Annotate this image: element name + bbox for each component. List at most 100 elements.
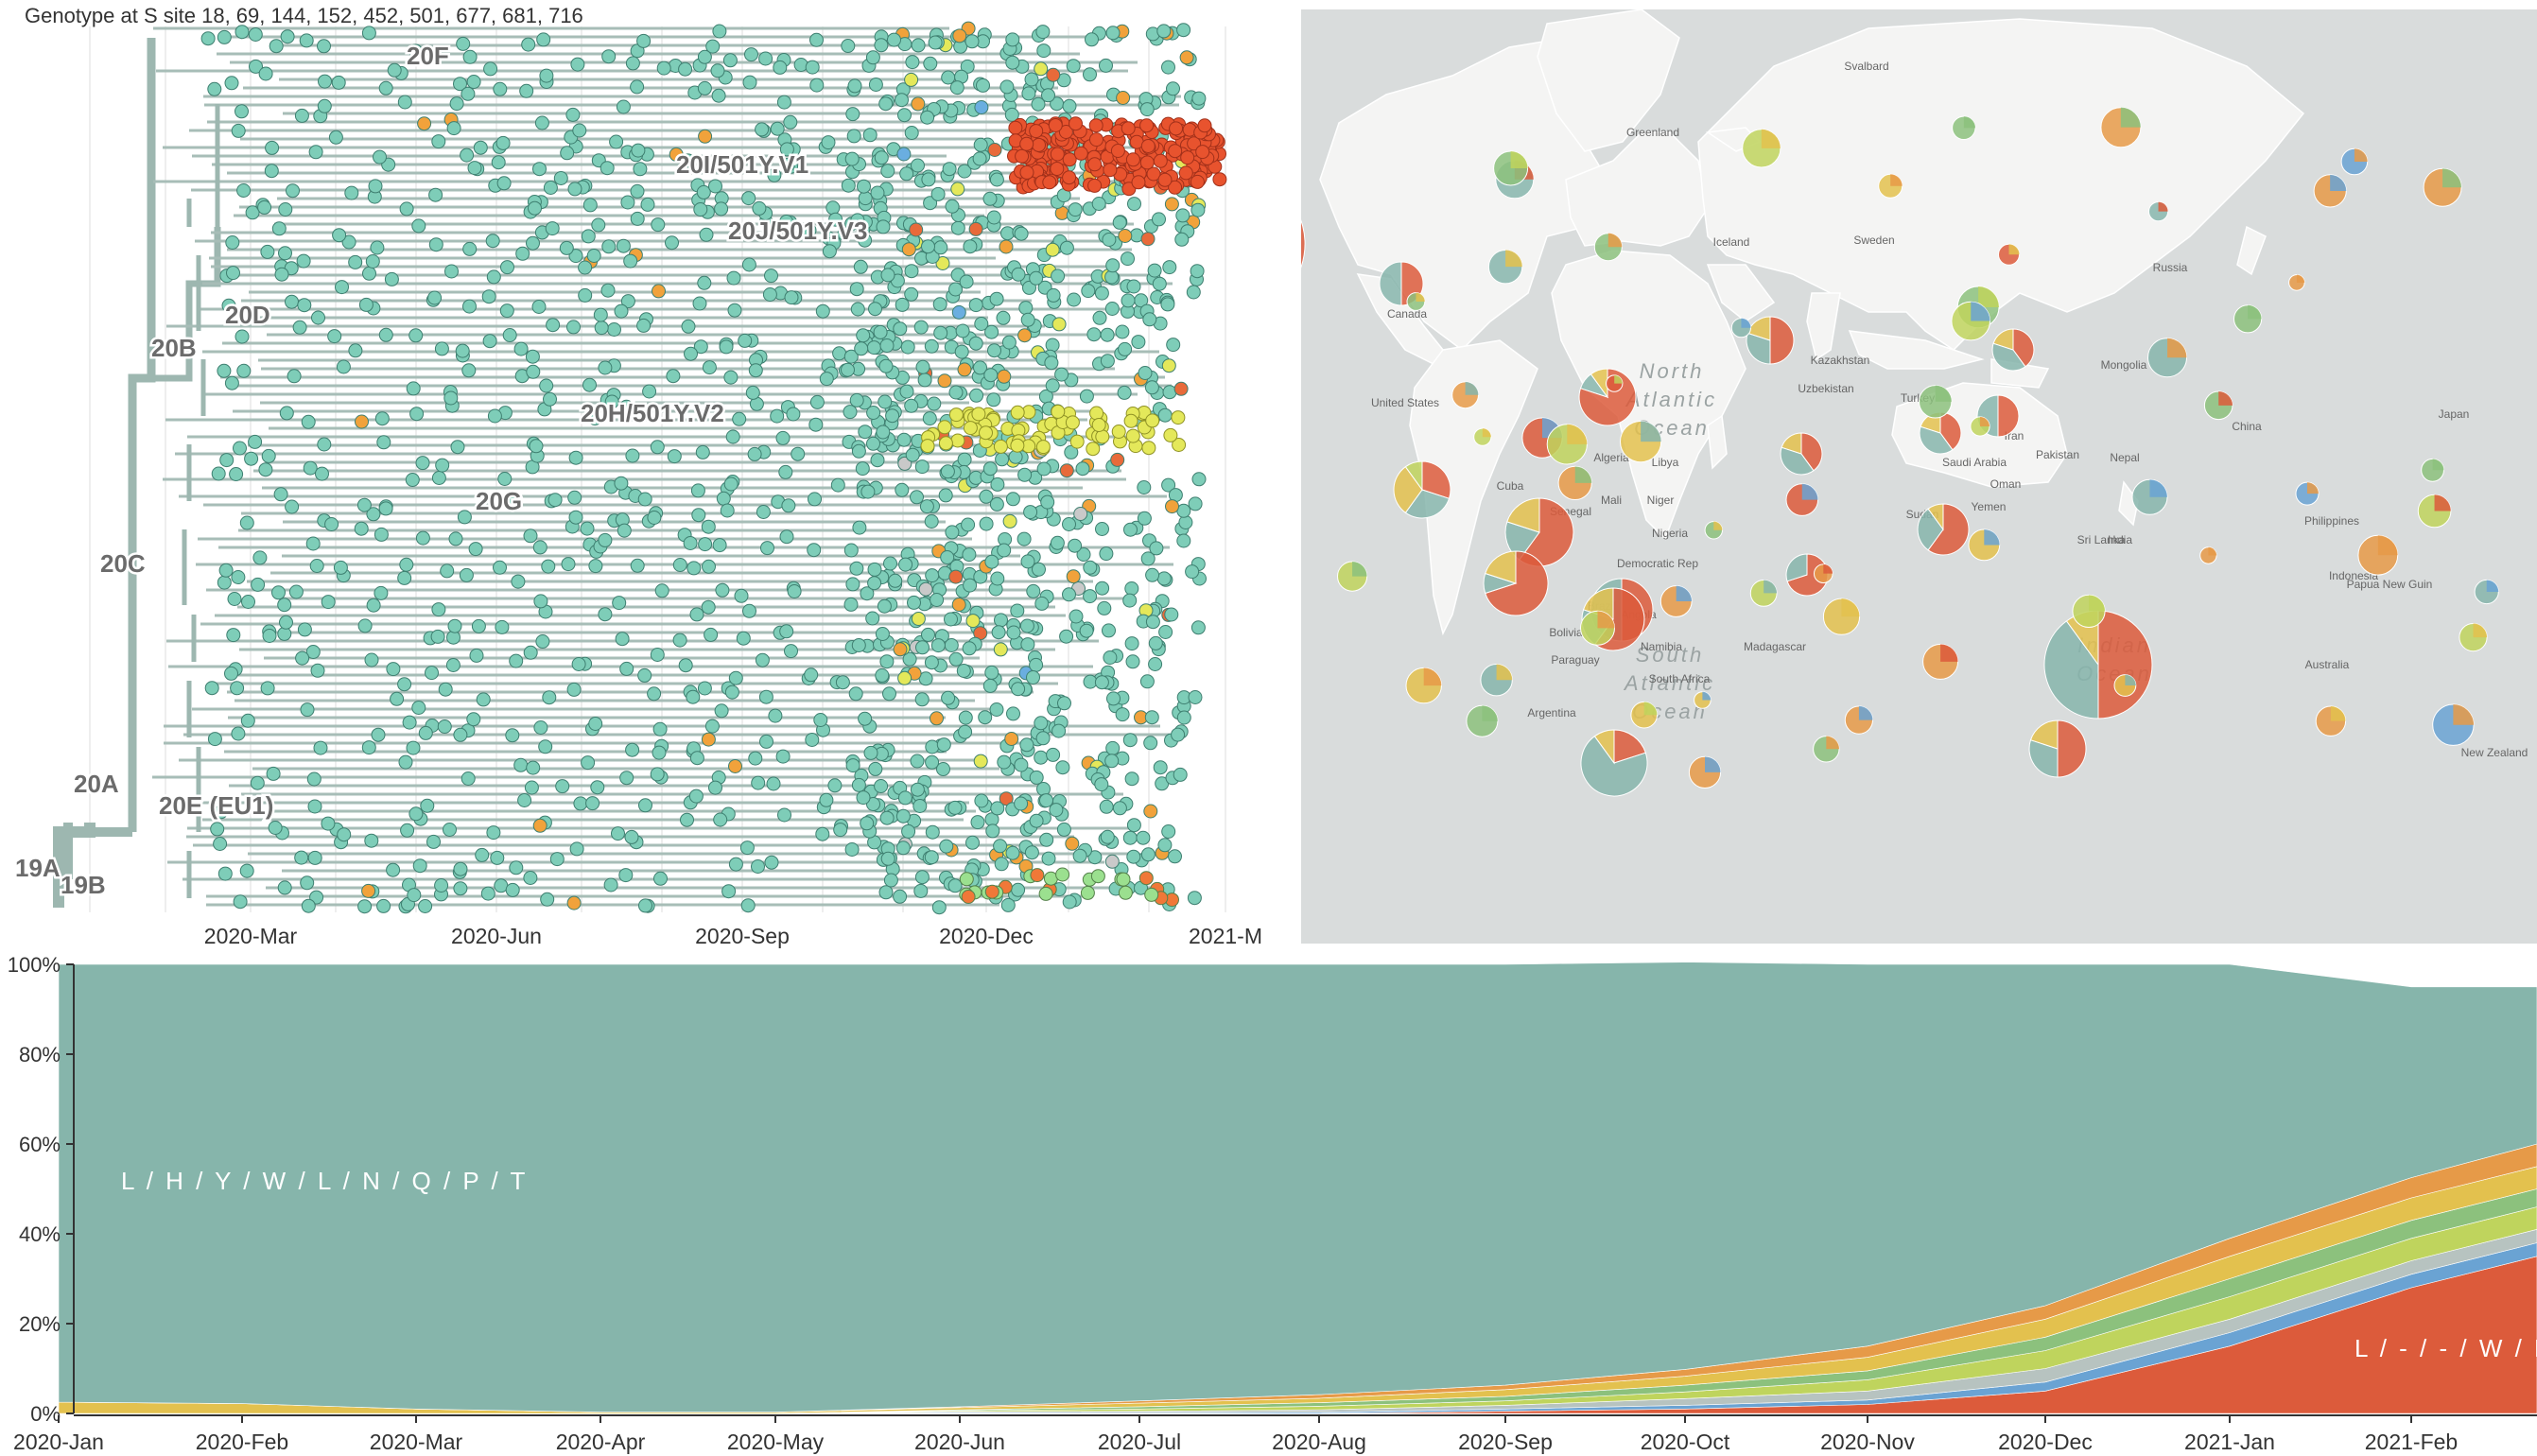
tree-tip[interactable]	[631, 143, 646, 158]
tree-tip[interactable]	[1212, 172, 1227, 187]
tree-tip[interactable]	[251, 577, 266, 592]
tree-tip[interactable]	[698, 537, 713, 552]
tree-tip[interactable]	[526, 235, 540, 251]
tree-tip[interactable]	[447, 618, 462, 633]
tree-tip[interactable]	[387, 62, 402, 78]
tree-tip[interactable]	[593, 307, 608, 322]
tree-tip[interactable]	[808, 417, 824, 432]
tree-tip[interactable]	[221, 298, 236, 313]
tree-tip[interactable]	[1000, 897, 1016, 912]
tree-tip[interactable]	[705, 39, 721, 54]
tree-tip[interactable]	[337, 827, 352, 842]
tree-tip[interactable]	[630, 211, 645, 226]
tree-tip[interactable]	[941, 690, 956, 705]
tree-tip[interactable]	[880, 268, 895, 283]
tree-tip[interactable]	[1019, 165, 1034, 180]
tree-tip[interactable]	[931, 900, 947, 915]
tree-tip[interactable]	[407, 888, 422, 903]
tree-tip[interactable]	[231, 726, 246, 741]
tree-tip[interactable]	[888, 573, 903, 588]
tree-tip[interactable]	[371, 727, 386, 742]
tree-tip[interactable]	[989, 496, 1004, 511]
tree-tip[interactable]	[805, 60, 820, 75]
tree-tip[interactable]	[1104, 754, 1120, 769]
tree-tip[interactable]	[914, 870, 930, 885]
tree-tip[interactable]	[591, 217, 606, 233]
map-pie-slice[interactable]	[1971, 302, 1990, 321]
tree-tip[interactable]	[1158, 625, 1173, 639]
tree-tip[interactable]	[845, 758, 860, 773]
map-pie-slice[interactable]	[2008, 244, 2020, 255]
tree-tip[interactable]	[376, 898, 391, 913]
tree-tip[interactable]	[932, 297, 947, 312]
tree-tip[interactable]	[960, 59, 975, 74]
tree-tip[interactable]	[1103, 650, 1118, 665]
tree-tip[interactable]	[324, 517, 339, 531]
tree-tip[interactable]	[260, 244, 275, 259]
tree-tip[interactable]	[332, 228, 347, 243]
tree-tip[interactable]	[1157, 838, 1173, 853]
map-pie-slice[interactable]	[2208, 546, 2217, 556]
tree-tip[interactable]	[566, 895, 582, 910]
tree-tip[interactable]	[971, 407, 986, 422]
map-pie-slice[interactable]	[1423, 667, 1442, 686]
tree-tip[interactable]	[546, 318, 561, 333]
tree-tip[interactable]	[770, 121, 785, 136]
tree-tip[interactable]	[962, 547, 977, 563]
tree-tip[interactable]	[866, 340, 881, 355]
tree-tip[interactable]	[1005, 32, 1020, 47]
tree-tip[interactable]	[1171, 727, 1186, 742]
tree-tip[interactable]	[240, 713, 255, 728]
tree-tip[interactable]	[843, 543, 859, 558]
tree-tip[interactable]	[545, 221, 560, 236]
tree-tip[interactable]	[1187, 136, 1202, 151]
tree-tip[interactable]	[1176, 710, 1191, 725]
tree-tip[interactable]	[533, 720, 548, 735]
tree-tip[interactable]	[361, 26, 376, 41]
tree-tip[interactable]	[453, 727, 468, 742]
tree-tip[interactable]	[958, 724, 973, 739]
tree-tip[interactable]	[879, 654, 895, 669]
tree-tip[interactable]	[1089, 132, 1103, 147]
tree-tip[interactable]	[852, 520, 867, 535]
tree-tip[interactable]	[456, 36, 471, 51]
map-pie-slice[interactable]	[1858, 705, 1873, 720]
tree-tip[interactable]	[866, 436, 880, 451]
tree-tip[interactable]	[444, 264, 459, 279]
tree-tip[interactable]	[974, 793, 989, 808]
tree-tip[interactable]	[523, 871, 538, 885]
tree-tip[interactable]	[321, 816, 336, 831]
tree-tip[interactable]	[601, 49, 617, 64]
tree-tip[interactable]	[483, 61, 498, 77]
tree-tip[interactable]	[937, 373, 952, 389]
tree-tip[interactable]	[1106, 691, 1121, 706]
tree-tip[interactable]	[933, 325, 948, 340]
tree-tip[interactable]	[851, 443, 866, 459]
tree-tip[interactable]	[1121, 121, 1136, 136]
tree-tip[interactable]	[214, 805, 229, 820]
tree-tip[interactable]	[307, 799, 322, 814]
tree-tip[interactable]	[895, 93, 909, 108]
tree-tip[interactable]	[431, 471, 446, 485]
tree-tip[interactable]	[1140, 847, 1156, 862]
tree-tip[interactable]	[1185, 564, 1200, 580]
tree-tip[interactable]	[1029, 270, 1044, 286]
tree-tip[interactable]	[993, 439, 1008, 454]
tree-tip[interactable]	[636, 33, 652, 48]
map-pie-slice[interactable]	[2012, 328, 2035, 368]
tree-tip[interactable]	[1011, 882, 1026, 897]
tree-tip[interactable]	[930, 593, 945, 607]
tree-tip[interactable]	[961, 890, 976, 904]
tree-tip[interactable]	[758, 51, 773, 66]
map-pie-slice[interactable]	[1482, 428, 1491, 438]
tree-tip[interactable]	[1190, 174, 1205, 189]
tree-tip[interactable]	[951, 304, 966, 320]
tree-tip[interactable]	[775, 749, 791, 764]
map-pie-slice[interactable]	[1935, 385, 1952, 402]
tree-tip[interactable]	[612, 596, 627, 611]
tree-tip[interactable]	[277, 880, 292, 895]
tree-tip[interactable]	[1004, 107, 1019, 122]
tree-tip[interactable]	[982, 678, 998, 693]
tree-tip[interactable]	[303, 460, 318, 476]
tree-tip[interactable]	[850, 213, 865, 228]
